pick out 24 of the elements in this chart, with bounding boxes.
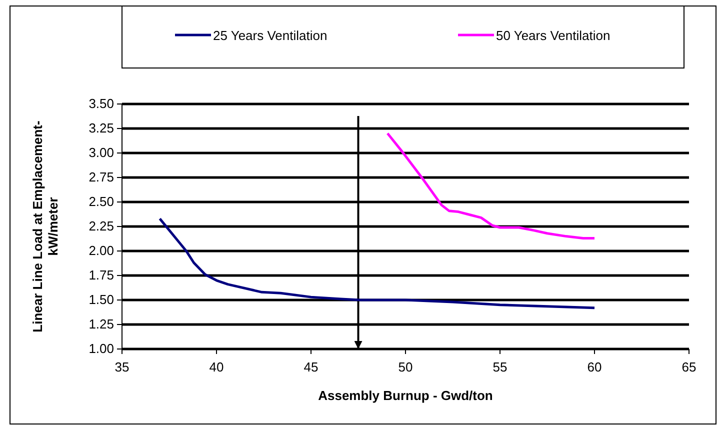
line-series <box>386 132 596 240</box>
y-tick-label: 2.25 <box>88 218 114 234</box>
x-tick-label: 50 <box>398 359 413 374</box>
line-series <box>158 217 596 310</box>
x-tick-label: 35 <box>114 359 130 374</box>
x-tick-label: 40 <box>209 359 224 374</box>
legend-label: 50 Years Ventilation <box>496 28 610 43</box>
y-tick-label: 3.25 <box>88 120 114 136</box>
y-tick-label: 2.75 <box>88 170 114 185</box>
y-tick-label: 1.50 <box>88 292 114 308</box>
x-axis-title: Assembly Burnup - Gwd/ton <box>318 388 493 403</box>
y-tick-label: 1.75 <box>88 268 114 283</box>
y-tick-label: 1.00 <box>88 341 114 356</box>
x-tick-label: 45 <box>304 359 318 374</box>
x-tick-label: 55 <box>492 359 508 374</box>
y-tick-label: 2.00 <box>88 243 114 258</box>
y-tick-label: 2.50 <box>88 194 114 210</box>
y-tick-label: 1.25 <box>88 316 114 332</box>
x-tick-label: 60 <box>587 359 602 374</box>
y-tick-label: 3.00 <box>88 145 114 160</box>
x-tick-label: 65 <box>682 359 696 374</box>
y-tick-label: 3.50 <box>88 96 114 112</box>
y-axis-title: Linear Line Load at Emplacement- kW/meter <box>30 120 61 332</box>
legend-label: 25 Years Ventilation <box>213 28 328 43</box>
